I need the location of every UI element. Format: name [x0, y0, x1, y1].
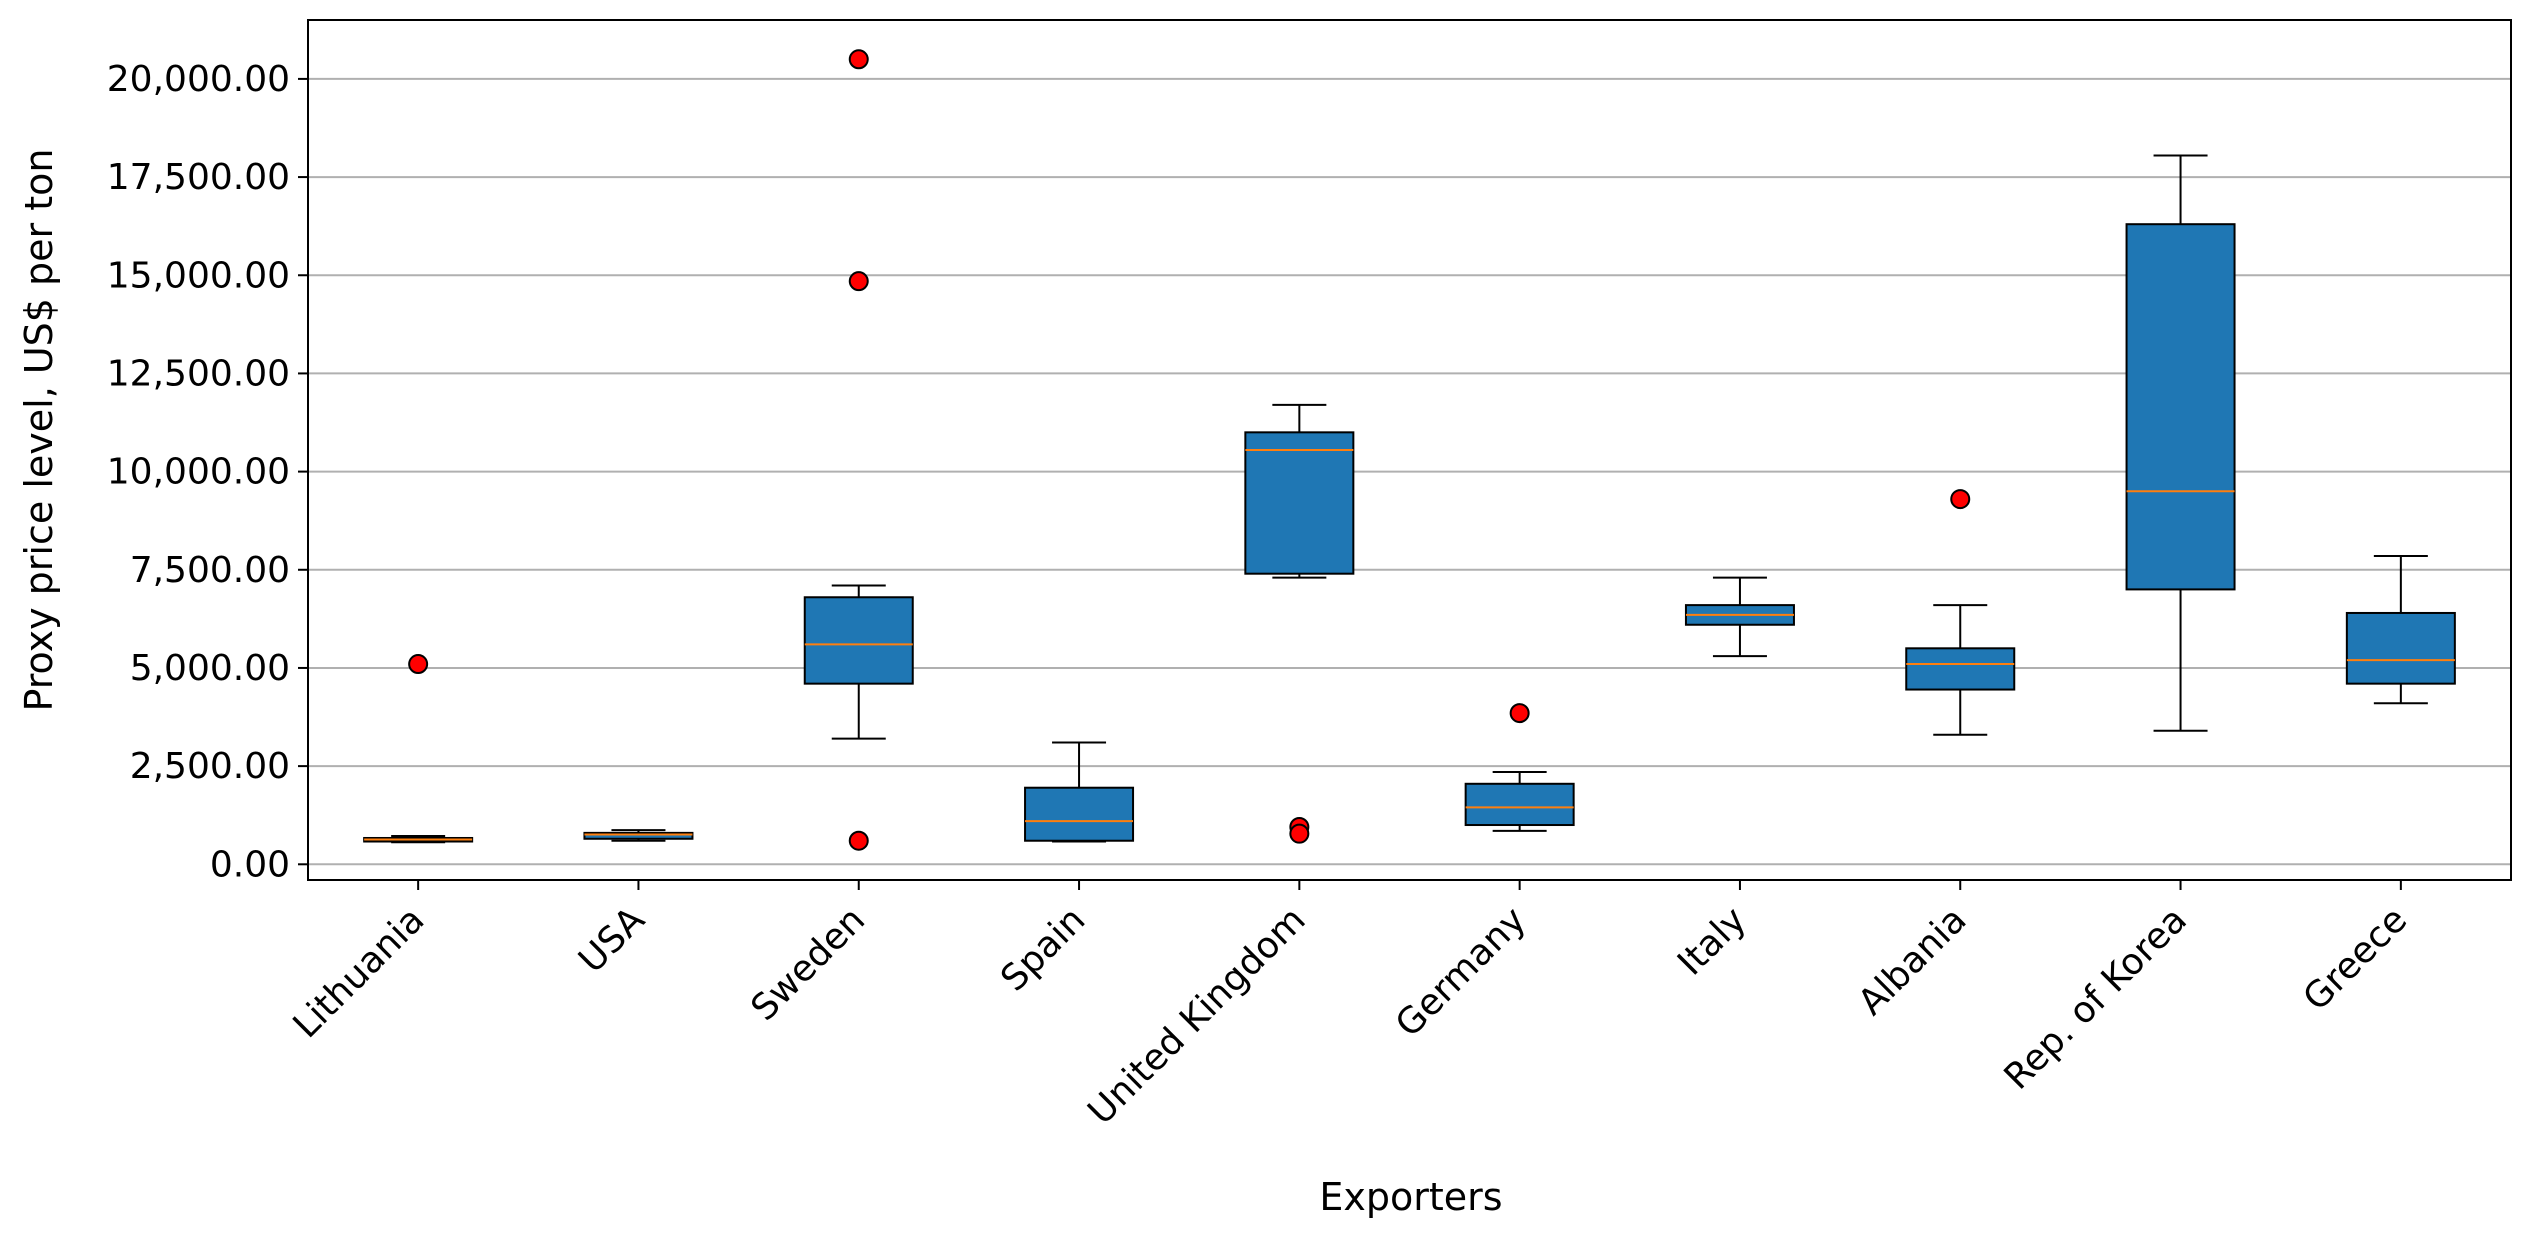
box — [1905, 647, 2016, 691]
box-group — [363, 654, 474, 844]
outlier-point — [848, 271, 869, 292]
y-tick-label: 0.00 — [210, 844, 290, 885]
y-tick-label: 17,500.00 — [107, 157, 290, 198]
x-tick-label: Sweden — [744, 899, 874, 1029]
box — [1024, 786, 1135, 842]
y-tick-label: 10,000.00 — [107, 452, 290, 493]
box-group — [1684, 576, 1795, 658]
box-group — [1024, 741, 1135, 843]
box-group — [2345, 555, 2456, 705]
x-tick-label: Greece — [2296, 899, 2416, 1019]
outlier-point — [1289, 823, 1310, 844]
x-tick-label: Albania — [1851, 899, 1975, 1023]
outlier-point — [848, 830, 869, 851]
x-tick-label: Rep. of Korea — [1997, 899, 2195, 1097]
x-tick-label: United Kingdom — [1080, 899, 1313, 1132]
x-tick-label: USA — [571, 899, 653, 981]
box — [583, 831, 694, 840]
outlier-point — [1509, 703, 1530, 724]
x-tick-label: Italy — [1670, 899, 1754, 983]
y-tick-label: 15,000.00 — [107, 255, 290, 296]
outlier-point — [408, 654, 429, 675]
box-group — [1905, 489, 2016, 736]
y-axis: 0.00 2,500.00 5,000.00 7,500.00 10,000.00 12,… — [107, 59, 308, 885]
box — [1244, 431, 1355, 575]
box-group — [583, 829, 694, 842]
x-tick-label: Lithuania — [286, 899, 433, 1046]
boxes — [363, 49, 2456, 851]
y-tick-label: 5,000.00 — [130, 648, 290, 689]
box — [2345, 611, 2456, 685]
box — [2125, 223, 2236, 591]
box — [803, 596, 914, 685]
box-group — [803, 49, 914, 851]
outlier-point — [848, 49, 869, 70]
outlier-point — [1950, 489, 1971, 510]
box-group — [1464, 703, 1575, 832]
box-group — [1244, 403, 1355, 844]
y-tick-label: 7,500.00 — [130, 550, 290, 591]
box-group — [2125, 154, 2236, 732]
y-axis-title: Proxy price level, US$ per ton — [17, 149, 61, 712]
x-tick-label: Spain — [993, 899, 1093, 999]
box — [1464, 782, 1575, 827]
y-tick-label: 2,500.00 — [130, 746, 290, 787]
gridlines — [308, 77, 2511, 866]
y-tick-label: 12,500.00 — [107, 353, 290, 394]
x-axis-title: Exporters — [1319, 1175, 1502, 1219]
x-tick-label: Germany — [1388, 899, 1534, 1045]
y-tick-label: 20,000.00 — [107, 59, 290, 100]
plot-frame — [307, 19, 2512, 881]
